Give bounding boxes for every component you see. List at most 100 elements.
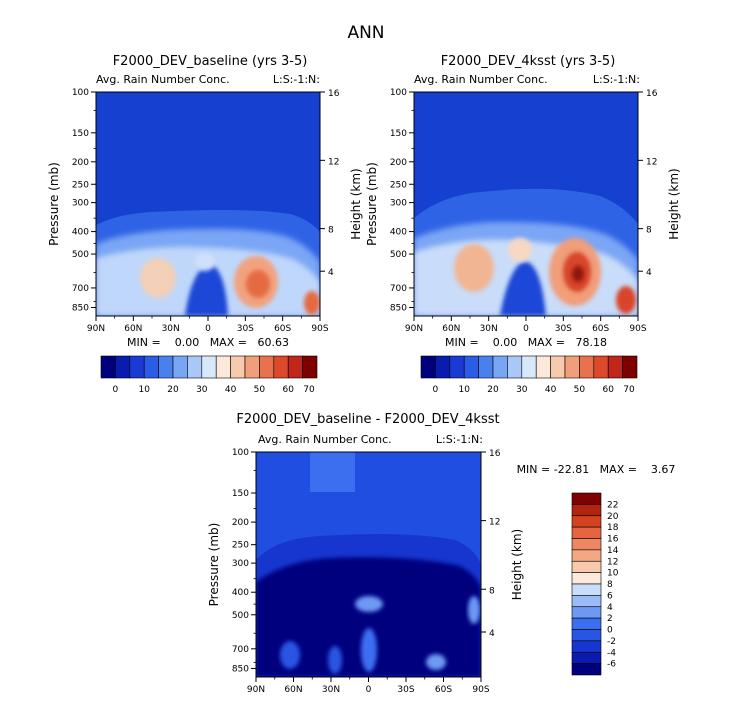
y2-tick-label: 12 [328, 157, 339, 167]
y-tick-label: 400 [232, 588, 249, 598]
panel-title-baseline: F2000_DEV_baseline (yrs 3-5) [113, 54, 308, 69]
colorbar-tick-label: 60 [602, 385, 614, 395]
colorbar-swatch [187, 355, 203, 379]
y2-tick-label: 12 [489, 518, 500, 528]
panel-difference: F2000_DEV_baseline - F2000_DEV_4ksst Avg… [207, 412, 675, 695]
y-tick-label: 400 [72, 228, 89, 238]
panel-4ksst: F2000_DEV_4ksst (yrs 3-5) Avg. Rain Numb… [365, 54, 681, 395]
y-axis-title: Pressure (mb) [47, 162, 61, 246]
colorbar-tick-label: 0 [113, 385, 119, 395]
colorbar-swatch [571, 492, 602, 505]
colorbar-swatch [571, 526, 602, 539]
panel-left-label-4ksst: Avg. Rain Number Conc. [414, 73, 548, 86]
colorbar-swatch [100, 355, 116, 379]
y2-tick-label: 16 [328, 89, 340, 99]
heatmap-feature [508, 238, 532, 262]
colorbar-tick-label: 70 [303, 385, 315, 395]
colorbar-swatch [571, 640, 602, 653]
heatmap-feature [304, 291, 320, 315]
x-tick-label: 60S [274, 324, 291, 334]
axes-difference: 100 150 200 250 300 400 500 700 850 16 12 8 4 90N 60N 3… [207, 448, 524, 695]
panel-title-4ksst: F2000_DEV_4ksst (yrs 3-5) [441, 54, 616, 69]
colorbar-tick-label: -2 [607, 637, 616, 647]
y-tick-label: 300 [232, 559, 249, 569]
y-tick-label: 150 [390, 129, 407, 139]
colorbar-tick-label: 20 [487, 385, 499, 395]
heatmap-feature [328, 646, 342, 674]
colorbar-swatch [478, 355, 494, 379]
y-tick-label: 150 [72, 129, 89, 139]
colorbar-tick-label: 0 [433, 385, 439, 395]
colorbar-swatch [571, 549, 602, 562]
colorbar-tick-label: 40 [545, 385, 557, 395]
y-tick-label: 200 [72, 158, 89, 168]
colorbar-swatch [201, 355, 217, 379]
colorbar-swatch [143, 355, 159, 379]
x-tick-label: 60N [284, 685, 302, 695]
minmax-4ksst: MIN = 0.00 MAX = 78.18 [445, 336, 607, 349]
colorbar-swatch [571, 504, 602, 517]
colorbar-swatch [571, 617, 602, 630]
colorbar-swatch [571, 629, 602, 642]
x-tick-label: 30S [237, 324, 254, 334]
colorbar-tick-label: 40 [225, 385, 237, 395]
x-tick-label: 30N [480, 324, 498, 334]
y2-tick-label: 4 [489, 629, 495, 639]
colorbar-tick-label: 6 [607, 591, 613, 601]
y-axis-title: Pressure (mb) [207, 523, 221, 607]
colorbar-swatch [607, 355, 623, 379]
heatmap-feature [195, 253, 215, 271]
colorbar-swatch [571, 583, 602, 596]
y-tick-label: 250 [72, 180, 89, 190]
colorbar-swatch [492, 355, 508, 379]
y-tick-label: 200 [232, 518, 249, 528]
panel-title-difference: F2000_DEV_baseline - F2000_DEV_4ksst [236, 412, 499, 427]
colorbar-tick-label: 18 [607, 523, 619, 533]
colorbar-tick-label: 30 [516, 385, 528, 395]
y-tick-label: 300 [390, 199, 407, 209]
colorbar-tick-label: 10 [458, 385, 470, 395]
heatmap-feature [616, 286, 636, 314]
x-tick-label: 60N [442, 324, 460, 334]
heatmap-layer-core [256, 557, 481, 677]
colorbar-4ksst: 0 10 20 30 40 50 60 70 [420, 355, 638, 395]
x-tick-label: 30S [397, 685, 414, 695]
colorbar-tick-label: 10 [138, 385, 150, 395]
colorbar-tick-label: 12 [607, 557, 618, 567]
colorbar-swatch [571, 538, 602, 551]
x-tick-label: 90S [629, 324, 646, 334]
panel-left-label-baseline: Avg. Rain Number Conc. [96, 73, 230, 86]
y-tick-label: 500 [232, 611, 249, 621]
heatmap-feature [310, 452, 355, 492]
colorbar-swatch [302, 355, 318, 379]
heatmap-feature [426, 654, 446, 670]
colorbar-swatch [622, 355, 638, 379]
colorbar-tick-label: 8 [607, 580, 613, 590]
colorbar-swatch [463, 355, 479, 379]
colorbar-swatch [550, 355, 566, 379]
colorbar-swatch [129, 355, 145, 379]
colorbar-swatch [571, 606, 602, 619]
colorbar-swatch [172, 355, 188, 379]
colorbar-tick-label: 50 [254, 385, 266, 395]
y-tick-label: 100 [232, 448, 249, 458]
x-tick-label: 90N [405, 324, 423, 334]
y2-tick-label: 12 [646, 157, 657, 167]
y-tick-label: 500 [390, 250, 407, 260]
y-tick-label: 500 [72, 250, 89, 260]
heatmap-feature [468, 596, 480, 624]
colorbar-tick-label: 0 [607, 626, 613, 636]
x-tick-label: 90S [311, 324, 328, 334]
colorbar-swatch [571, 515, 602, 528]
colorbar-swatch [571, 572, 602, 585]
colorbar-tick-label: 10 [607, 569, 619, 579]
heatmap-feature [246, 270, 270, 298]
y-tick-label: 150 [232, 489, 249, 499]
x-tick-label: 0 [366, 685, 372, 695]
y2-tick-label: 16 [489, 449, 501, 459]
panel-right-label-baseline: L:S:-1:N: [273, 73, 320, 86]
colorbar-swatch [564, 355, 580, 379]
page-title: ANN [347, 23, 384, 43]
y2-tick-label: 4 [328, 268, 334, 278]
y-tick-label: 700 [390, 284, 407, 294]
